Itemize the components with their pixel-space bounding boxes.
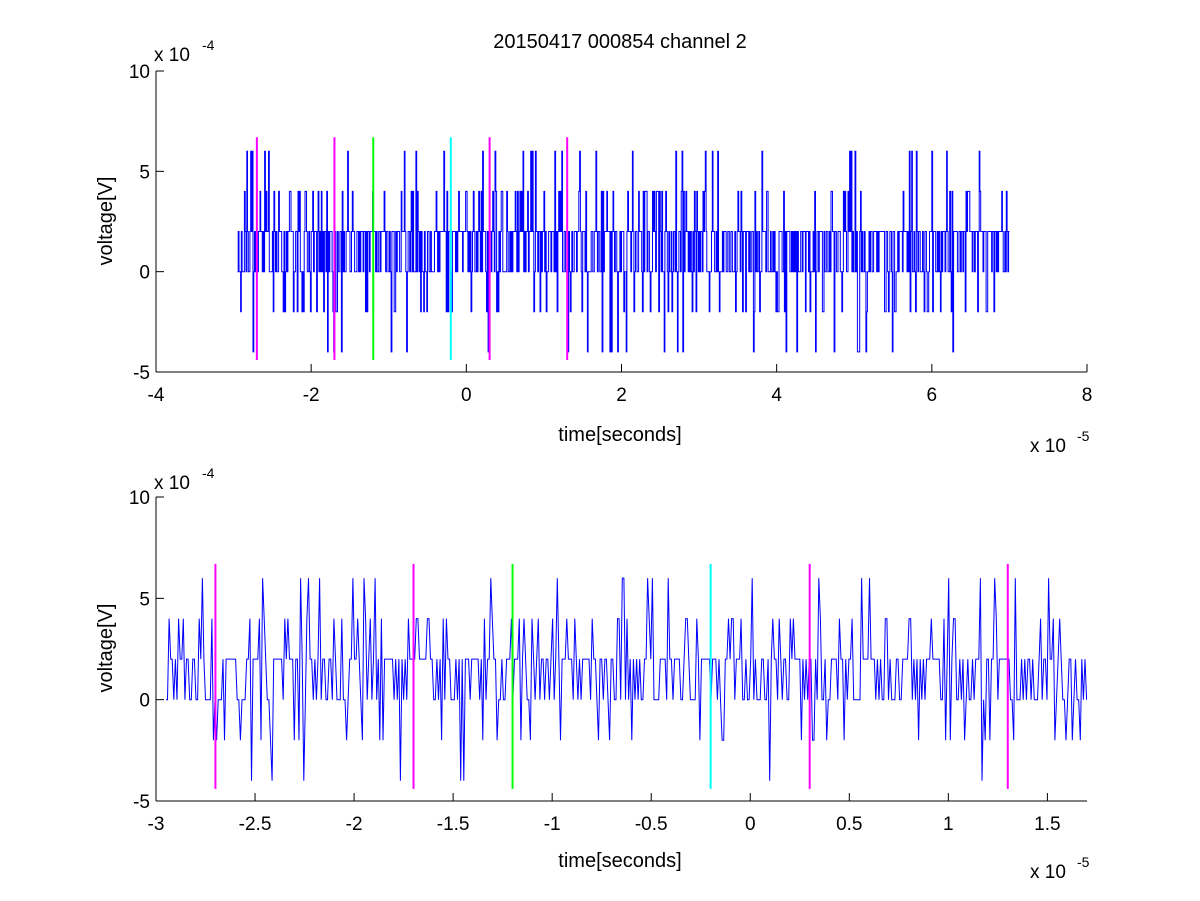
top-y-tick-label: 5: [139, 162, 150, 183]
top-y-axis-label: voltage[V]: [95, 177, 117, 266]
top-y-exponent-value: -4: [202, 37, 215, 53]
bottom-x-tick-label: 1.5: [1034, 814, 1060, 835]
bottom-y-ticks: -5 0 5 10: [129, 488, 164, 813]
bottom-axes-frame: [155, 497, 1087, 802]
bottom-y-tick-label: 0: [139, 691, 150, 712]
bottom-x-tick-label: 0.5: [836, 814, 862, 835]
top-y-ticks: -5 0 5 10: [129, 62, 164, 384]
bottom-y-multiplier: x 10: [154, 473, 190, 494]
bottom-x-exponent: x 10 -5: [1030, 854, 1090, 883]
top-y-tick-label: 10: [129, 62, 150, 83]
bottom-y-exponent: x 10 -4: [154, 465, 215, 494]
bottom-x-tick-label: 0: [745, 814, 756, 835]
bottom-x-tick-label: -0.5: [635, 814, 668, 835]
bottom-x-tick-label: -3: [148, 814, 165, 835]
top-x-tick-label: 4: [771, 385, 782, 406]
bottom-x-tick-label: -1.5: [437, 814, 470, 835]
bottom-x-tick-label: -2.5: [239, 814, 272, 835]
top-axes: -4 -2 0 2 4 6 8 -5 0 5 10 time[seconds] voltage[V…: [95, 37, 1092, 457]
top-y-exponent: x 10 -4: [154, 37, 215, 66]
top-x-exponent: x 10 -5: [1030, 428, 1090, 457]
top-x-ticks: -4 -2 0 2 4 6 8: [148, 364, 1093, 406]
bottom-signal-layer: [165, 577, 1088, 781]
bottom-y-axis-label: voltage[V]: [95, 604, 117, 693]
top-x-tick-label: 6: [927, 385, 938, 406]
top-x-tick-label: -2: [303, 385, 320, 406]
bottom-axes: -3 -2.5 -2 -1.5 -1 -0.5 0 0.5 1 1.5 -5 0 5 10 time[s…: [95, 465, 1090, 883]
bottom-x-tick-label: -1: [544, 814, 561, 835]
top-x-tick-label: -4: [148, 385, 165, 406]
top-signal-line: [237, 150, 1010, 353]
top-y-multiplier: x 10: [154, 45, 190, 66]
top-x-tick-label: 8: [1082, 385, 1093, 406]
bottom-y-tick-label: -5: [133, 792, 150, 813]
top-signal-layer: [237, 150, 1010, 353]
bottom-x-tick-label: 1: [943, 814, 954, 835]
bottom-x-tick-label: -2: [346, 814, 363, 835]
bottom-x-ticks: -3 -2.5 -2 -1.5 -1 -0.5 0 0.5 1 1.5: [148, 793, 1061, 835]
bottom-x-axis-label: time[seconds]: [558, 850, 681, 872]
figure-title: 20150417 000854 channel 2: [493, 31, 747, 53]
bottom-x-multiplier: x 10: [1030, 862, 1066, 883]
top-marker-layer: [255, 137, 569, 360]
bottom-y-exponent-value: -4: [202, 465, 215, 481]
bottom-y-tick-label: 5: [139, 589, 150, 610]
top-x-tick-label: 2: [616, 385, 627, 406]
bottom-y-tick-label: 10: [129, 488, 150, 509]
top-x-multiplier: x 10: [1030, 436, 1066, 457]
top-x-tick-label: 0: [461, 385, 472, 406]
bottom-signal-line: [165, 577, 1088, 781]
top-x-axis-label: time[seconds]: [558, 424, 681, 446]
top-y-tick-label: 0: [139, 263, 150, 284]
bottom-x-exponent-value: -5: [1077, 854, 1090, 870]
bottom-marker-layer: [214, 563, 1009, 789]
top-y-tick-label: -5: [133, 363, 150, 384]
top-x-exponent-value: -5: [1077, 428, 1090, 444]
